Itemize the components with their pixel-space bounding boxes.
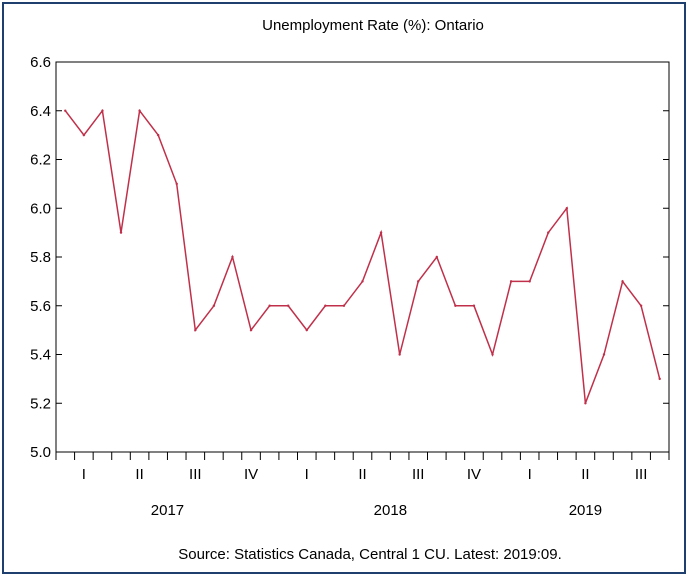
data-point xyxy=(231,255,234,259)
data-point xyxy=(342,304,346,307)
data-point xyxy=(528,280,531,283)
chart-frame xyxy=(2,2,686,574)
year-label: 2017 xyxy=(151,502,184,519)
data-point xyxy=(194,328,197,332)
chart-title: Unemployment Rate (%): Ontario xyxy=(262,17,484,34)
y-tick-label: 6.2 xyxy=(30,152,51,169)
data-point xyxy=(565,207,569,210)
data-point xyxy=(509,280,513,283)
quarter-label: I xyxy=(305,466,309,483)
data-point xyxy=(138,109,141,112)
data-point xyxy=(119,231,123,234)
data-point xyxy=(361,280,364,283)
y-tick-label: 6.0 xyxy=(30,200,51,217)
data-point xyxy=(658,377,661,381)
year-label: 2018 xyxy=(374,502,407,519)
y-tick-label: 6.6 xyxy=(30,54,51,71)
quarter-label: III xyxy=(189,466,202,483)
y-axis: 5.0 5.2 5.4 5.6 5.8 6.0 6.2 6.4 6.6 xyxy=(30,54,669,461)
data-point xyxy=(286,304,290,307)
quarter-label: II xyxy=(581,466,589,483)
quarter-label: I xyxy=(528,466,532,483)
data-point xyxy=(305,328,308,332)
data-point xyxy=(602,353,606,356)
data-point xyxy=(212,304,216,307)
y-tick-label: 5.6 xyxy=(30,298,51,315)
source-note: Source: Statistics Canada, Central 1 CU.… xyxy=(178,546,562,563)
data-point xyxy=(621,280,624,283)
data-point xyxy=(101,109,104,112)
data-point xyxy=(249,328,253,332)
data-point xyxy=(472,304,476,307)
data-point xyxy=(417,280,420,283)
quarter-label: I xyxy=(82,466,86,483)
y-tick-label: 6.4 xyxy=(30,103,51,120)
data-point xyxy=(454,304,457,307)
series-line-unemployment xyxy=(64,108,661,404)
y-tick-label: 5.4 xyxy=(30,347,51,364)
data-point xyxy=(64,109,67,112)
year-label: 2019 xyxy=(569,502,602,519)
data-point xyxy=(379,231,383,234)
y-tick-label: 5.2 xyxy=(30,395,51,412)
data-point xyxy=(491,353,494,356)
data-points xyxy=(64,109,661,405)
data-point xyxy=(547,231,550,234)
quarter-label: IV xyxy=(467,466,481,483)
quarter-label: III xyxy=(412,466,425,483)
data-point xyxy=(435,255,439,259)
data-point xyxy=(639,304,643,307)
data-point xyxy=(156,133,160,137)
data-point xyxy=(268,304,271,307)
y-tick-label: 5.0 xyxy=(30,444,51,461)
data-point xyxy=(175,182,178,186)
quarter-label: IV xyxy=(244,466,258,483)
data-point xyxy=(398,353,401,356)
quarter-label: II xyxy=(135,466,143,483)
quarter-label: II xyxy=(358,466,366,483)
y-tick-label: 5.8 xyxy=(30,249,51,266)
data-point xyxy=(584,402,587,405)
data-point xyxy=(324,304,327,307)
data-point xyxy=(82,133,86,137)
quarter-label: III xyxy=(635,466,648,483)
